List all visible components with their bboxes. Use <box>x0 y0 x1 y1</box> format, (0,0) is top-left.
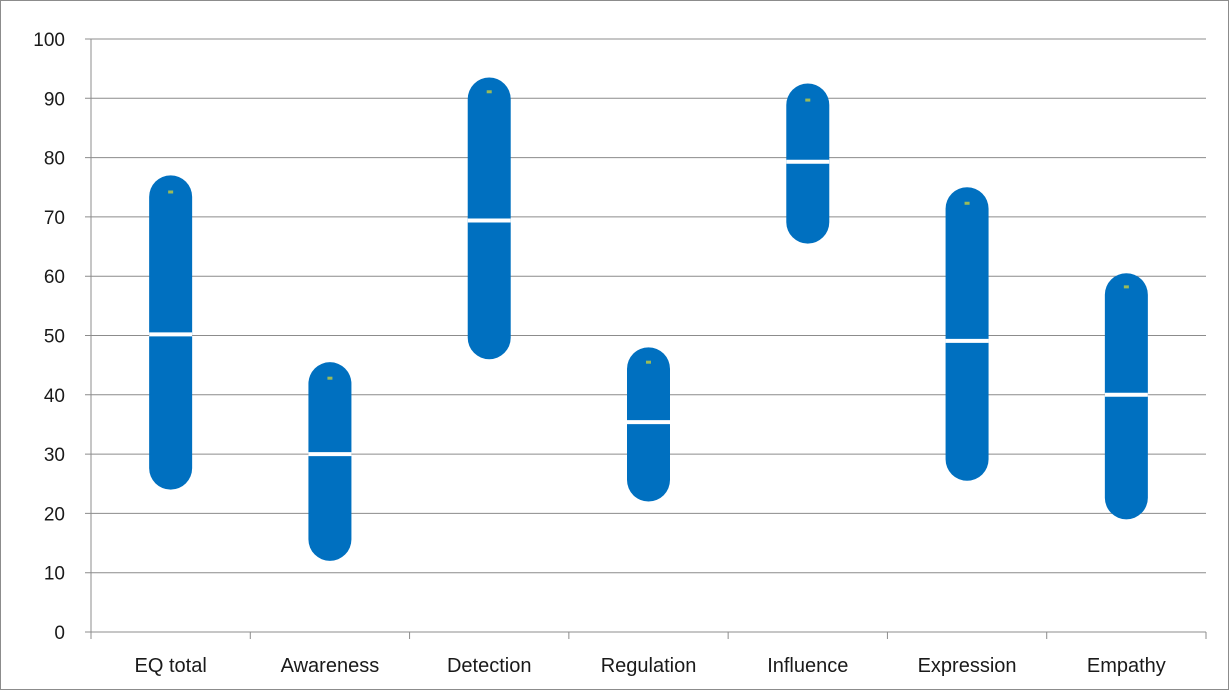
top-marker-5 <box>964 201 970 205</box>
top-marker-3 <box>646 360 651 364</box>
range-bar-2 <box>467 77 511 360</box>
y-axis: 0 10 20 30 40 50 60 70 80 90 100 <box>33 30 92 644</box>
x-axis: EQ total Awareness Detection Regulation Infl… <box>90 632 1207 677</box>
x-category-label-2: Detection <box>447 655 532 677</box>
y-tick-label-80: 80 <box>44 149 65 170</box>
y-tick-label-100: 100 <box>33 30 65 51</box>
y-tick-label-70: 70 <box>44 208 65 229</box>
y-tick-label-30: 30 <box>44 445 65 466</box>
range-bars <box>149 77 1148 561</box>
y-tick-label-90: 90 <box>44 89 65 110</box>
y-tick-label-0: 0 <box>54 623 65 644</box>
range-bar-1 <box>308 362 352 561</box>
y-tick-label-50: 50 <box>44 327 65 348</box>
x-category-label-6: Empathy <box>1087 655 1166 677</box>
y-tick-label-60: 60 <box>44 267 65 288</box>
top-marker-4 <box>805 98 811 102</box>
top-marker-6 <box>1123 285 1129 289</box>
y-tick-label-20: 20 <box>44 504 65 525</box>
x-category-label-1: Awareness <box>281 655 380 677</box>
range-bar-5 <box>945 187 989 481</box>
top-marker-1 <box>327 376 333 380</box>
y-tick-label-10: 10 <box>44 564 65 585</box>
top-marker-2 <box>486 90 492 94</box>
range-bar-3 <box>627 347 670 502</box>
x-category-label-0: EQ total <box>135 655 207 677</box>
y-tick-label-40: 40 <box>44 386 65 407</box>
x-category-label-3: Regulation <box>601 655 697 677</box>
gridlines <box>85 38 1206 633</box>
top-marker-0 <box>168 190 174 194</box>
x-category-label-5: Expression <box>918 655 1017 677</box>
x-category-label-4: Influence <box>767 655 848 677</box>
